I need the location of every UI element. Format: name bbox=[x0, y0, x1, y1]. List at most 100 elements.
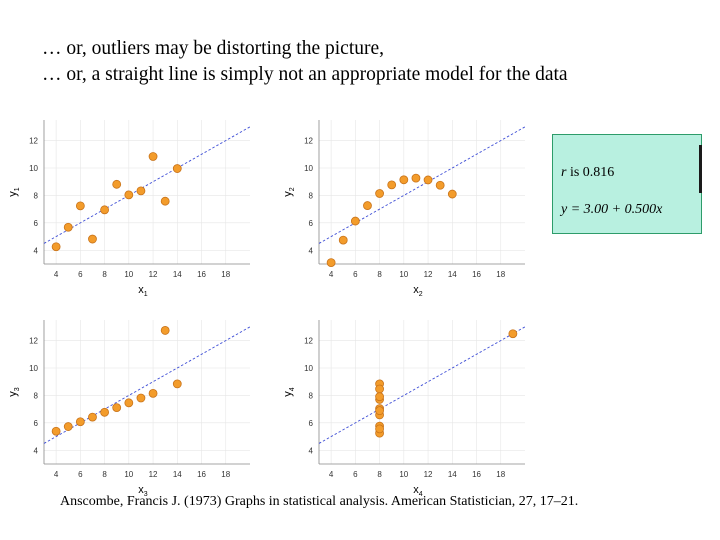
data-point bbox=[124, 398, 134, 408]
data-point bbox=[160, 326, 170, 335]
data-point bbox=[148, 388, 158, 398]
y-tick-label: 8 bbox=[309, 191, 314, 200]
y-tick-label: 12 bbox=[29, 337, 38, 346]
data-point bbox=[338, 235, 348, 245]
data-point bbox=[435, 180, 445, 190]
x-axis-label-subscript: 1 bbox=[144, 291, 148, 298]
data-point bbox=[375, 392, 384, 402]
title-line-1: … or, outliers may be distorting the pic… bbox=[42, 38, 385, 59]
x-tick-label: 4 bbox=[329, 270, 334, 279]
regression-fit-line bbox=[43, 326, 251, 444]
data-point bbox=[399, 175, 409, 185]
y-tick-label: 10 bbox=[304, 364, 313, 373]
data-point bbox=[375, 384, 384, 394]
x-tick-label: 18 bbox=[221, 470, 230, 479]
x-tick-label: 16 bbox=[472, 270, 481, 279]
y-axis-label: y4 bbox=[282, 387, 296, 397]
x-axis-label: x2 bbox=[413, 284, 423, 298]
x-tick-label: 8 bbox=[377, 470, 382, 479]
data-point bbox=[88, 234, 97, 244]
x-axis-label: x1 bbox=[138, 284, 148, 298]
scatter-panel-4: 4 6 8 10 12 14 16 18 4 6 8 10 12 x4 y4 bbox=[275, 312, 545, 502]
data-point bbox=[326, 258, 336, 268]
x-tick-label: 12 bbox=[424, 270, 433, 279]
x-axis-label-subscript: 4 bbox=[419, 491, 423, 498]
x-tick-label: 6 bbox=[78, 470, 83, 479]
y-tick-label: 4 bbox=[309, 446, 314, 455]
y-axis-label: y3 bbox=[7, 387, 21, 397]
data-point bbox=[51, 242, 61, 252]
y-tick-label: 6 bbox=[34, 419, 39, 428]
x-tick-label: 4 bbox=[329, 470, 334, 479]
data-point bbox=[508, 329, 518, 339]
regression-stats-box: r is 0.816 y = 3.00 + 0.500x bbox=[552, 134, 702, 234]
y-tick-label: 4 bbox=[34, 446, 39, 455]
y-tick-label: 12 bbox=[29, 137, 38, 146]
x-tick-label: 10 bbox=[124, 470, 133, 479]
regression-fit-line bbox=[318, 126, 526, 244]
y-tick-label: 6 bbox=[309, 419, 314, 428]
r-symbol: r bbox=[561, 165, 567, 180]
x-tick-label: 10 bbox=[399, 470, 408, 479]
y-axis-label: y2 bbox=[282, 187, 296, 197]
x-tick-label: 4 bbox=[54, 270, 59, 279]
data-point bbox=[51, 426, 61, 436]
y-tick-label: 12 bbox=[304, 137, 313, 146]
y-tick-label: 8 bbox=[309, 391, 314, 400]
y-tick-label: 4 bbox=[309, 246, 314, 255]
x-tick-label: 18 bbox=[221, 270, 230, 279]
title-line-2: … or, a straight line is simply not an a… bbox=[42, 64, 568, 85]
data-point bbox=[160, 196, 170, 206]
x-tick-label: 10 bbox=[399, 270, 408, 279]
y-tick-label: 8 bbox=[34, 191, 39, 200]
data-point bbox=[100, 407, 109, 417]
y-axis-label-subscript: 2 bbox=[289, 187, 296, 191]
data-point bbox=[75, 417, 85, 427]
x-axis-label-subscript: 2 bbox=[419, 291, 423, 298]
x-tick-label: 10 bbox=[124, 270, 133, 279]
y-tick-label: 6 bbox=[309, 219, 314, 228]
x-tick-label: 8 bbox=[377, 270, 382, 279]
x-tick-label: 6 bbox=[353, 270, 358, 279]
x-tick-label: 8 bbox=[102, 470, 107, 479]
x-tick-label: 14 bbox=[448, 470, 457, 479]
correlation-text: r is 0.816 bbox=[561, 165, 614, 181]
x-tick-label: 12 bbox=[149, 270, 158, 279]
data-point bbox=[350, 216, 360, 226]
scatter-panel-2: 4 6 8 10 12 14 16 18 4 6 8 10 12 x2 y2 bbox=[275, 112, 545, 302]
x-tick-label: 16 bbox=[472, 470, 481, 479]
x-tick-label: 12 bbox=[424, 470, 433, 479]
x-tick-label: 6 bbox=[353, 470, 358, 479]
scatter-panel-3: 4 6 8 10 12 14 16 18 4 6 8 10 12 x3 y3 bbox=[0, 312, 270, 502]
y-tick-label: 10 bbox=[304, 164, 313, 173]
x-axis-label-subscript: 3 bbox=[144, 491, 148, 498]
r-value: is 0.816 bbox=[569, 165, 615, 180]
scatter-panel-1: 4 6 8 10 12 14 16 18 4 6 8 10 12 x1 y1 bbox=[0, 112, 270, 302]
y-tick-label: 4 bbox=[34, 246, 39, 255]
regression-fit-line bbox=[43, 126, 251, 244]
data-point bbox=[375, 189, 384, 198]
x-tick-label: 18 bbox=[496, 470, 505, 479]
data-point bbox=[172, 379, 182, 389]
x-tick-label: 14 bbox=[448, 270, 457, 279]
x-tick-label: 16 bbox=[197, 270, 206, 279]
data-point bbox=[423, 175, 433, 185]
regression-equation: y = 3.00 + 0.500x bbox=[561, 202, 663, 217]
y-axis-label-subscript: 1 bbox=[14, 187, 21, 191]
regression-fit-line bbox=[318, 326, 526, 444]
y-tick-label: 12 bbox=[304, 337, 313, 346]
data-point bbox=[136, 393, 146, 403]
data-point bbox=[363, 201, 372, 210]
data-point bbox=[387, 180, 397, 190]
y-tick-label: 8 bbox=[34, 391, 39, 400]
data-point bbox=[124, 190, 134, 200]
data-point bbox=[88, 412, 97, 422]
data-point bbox=[172, 164, 182, 173]
y-axis-label: y1 bbox=[7, 187, 21, 197]
text-cursor-bar bbox=[699, 145, 702, 193]
citation: Anscombe, Francis J. (1973) Graphs in st… bbox=[60, 494, 579, 509]
